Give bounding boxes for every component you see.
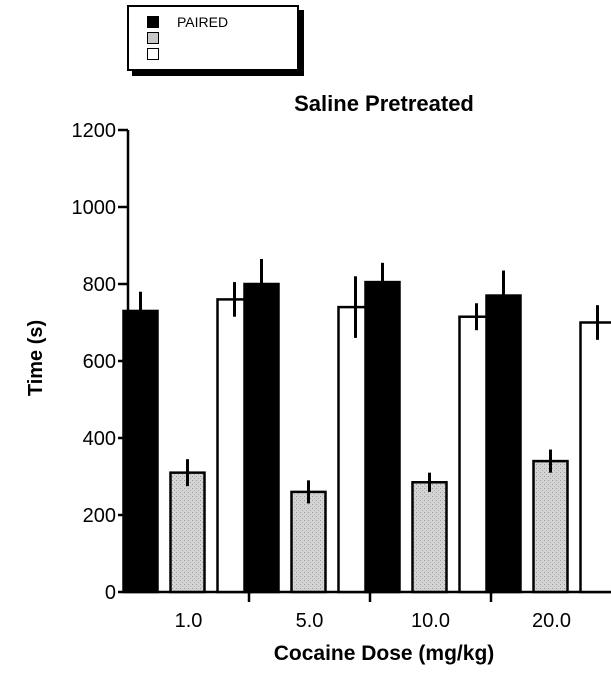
bar-paired	[364, 280, 401, 594]
x-tick-label: 10.0	[411, 610, 450, 632]
x-tick-label: 5.0	[296, 610, 324, 632]
bar-series-2	[411, 481, 448, 594]
y-tick-label: 600	[83, 351, 116, 373]
y-axis-label: Time (s)	[25, 320, 47, 396]
y-tick-label: 1000	[72, 197, 117, 219]
bar-paired	[485, 294, 522, 594]
x-tick-label: 1.0	[175, 610, 203, 632]
bar-series-3	[579, 321, 611, 594]
legend-swatch-series-3	[147, 48, 159, 60]
x-axis-label: Cocaine Dose (mg/kg)	[274, 642, 495, 665]
y-tick-label: 1200	[72, 120, 117, 142]
bar-series-2	[290, 490, 327, 594]
legend-swatch-paired	[147, 16, 159, 28]
legend-swatch-series-2	[147, 32, 159, 44]
plot-area: 0 200 400 600 800 1000 1200 1.0 5.0 10.0 20.0	[72, 120, 611, 632]
bar-series-2	[169, 471, 206, 594]
legend-entry-series-3	[147, 47, 177, 61]
y-tick-label: 200	[83, 505, 116, 527]
bar-series-2	[532, 459, 569, 594]
legend-entry-series-2	[147, 31, 177, 45]
legend-label-paired: PAIRED	[177, 14, 229, 30]
legend-entry-paired: PAIRED	[147, 14, 229, 30]
legend: PAIRED	[127, 5, 299, 71]
y-tick-label: 0	[105, 582, 116, 604]
bar-paired	[122, 309, 159, 594]
y-tick-label: 400	[83, 428, 116, 450]
x-tick-label: 20.0	[532, 610, 571, 632]
bar-paired	[243, 282, 280, 594]
y-tick-label: 800	[83, 274, 116, 296]
chart-title: Saline Pretreated	[294, 91, 474, 116]
